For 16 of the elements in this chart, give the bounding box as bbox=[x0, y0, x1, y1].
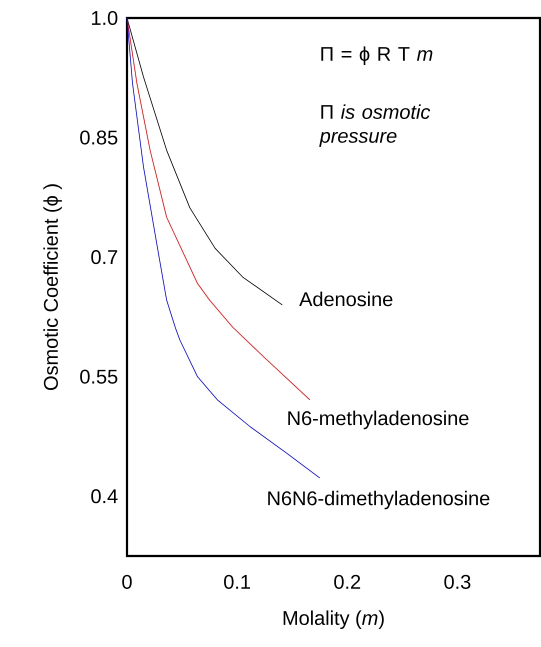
x-tick-label: 0.1 bbox=[224, 574, 250, 589]
series-label: N6-methyladenosine bbox=[288, 410, 468, 430]
y-tick-label: 0.55 bbox=[80, 370, 118, 384]
y-tick-label: 0.7 bbox=[91, 250, 118, 264]
series-label: Adenosine bbox=[299, 292, 392, 306]
annotation: Π = ϕ R T m bbox=[321, 46, 432, 65]
y-axis-title: Osmotic Coefficient (ϕ ) bbox=[43, 184, 62, 390]
y-tick-label: 0.4 bbox=[91, 489, 118, 504]
x-axis-title: Molality (m) bbox=[284, 610, 384, 630]
annotation: Π is osmotic pressure bbox=[319, 104, 430, 147]
x-tick-label: 0.2 bbox=[334, 574, 360, 589]
text: N6N6-dimethyladenosine bbox=[268, 490, 490, 510]
x-tick-label: 0.3 bbox=[444, 574, 470, 589]
y-tick-label: 0.85 bbox=[80, 130, 118, 145]
y-tick-label: 1.0 bbox=[92, 10, 118, 26]
x-tick-label: 0 bbox=[122, 574, 132, 589]
